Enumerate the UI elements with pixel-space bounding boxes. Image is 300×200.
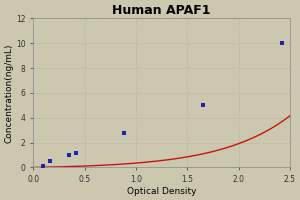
Point bbox=[47, 160, 52, 163]
Point bbox=[67, 153, 71, 157]
Point bbox=[74, 151, 79, 154]
Point bbox=[279, 42, 284, 45]
Point bbox=[41, 164, 46, 167]
X-axis label: Optical Density: Optical Density bbox=[127, 187, 196, 196]
Point bbox=[200, 104, 205, 107]
Title: Human APAF1: Human APAF1 bbox=[112, 4, 211, 17]
Point bbox=[121, 131, 126, 134]
Y-axis label: Concentration(ng/mL): Concentration(ng/mL) bbox=[4, 43, 13, 143]
